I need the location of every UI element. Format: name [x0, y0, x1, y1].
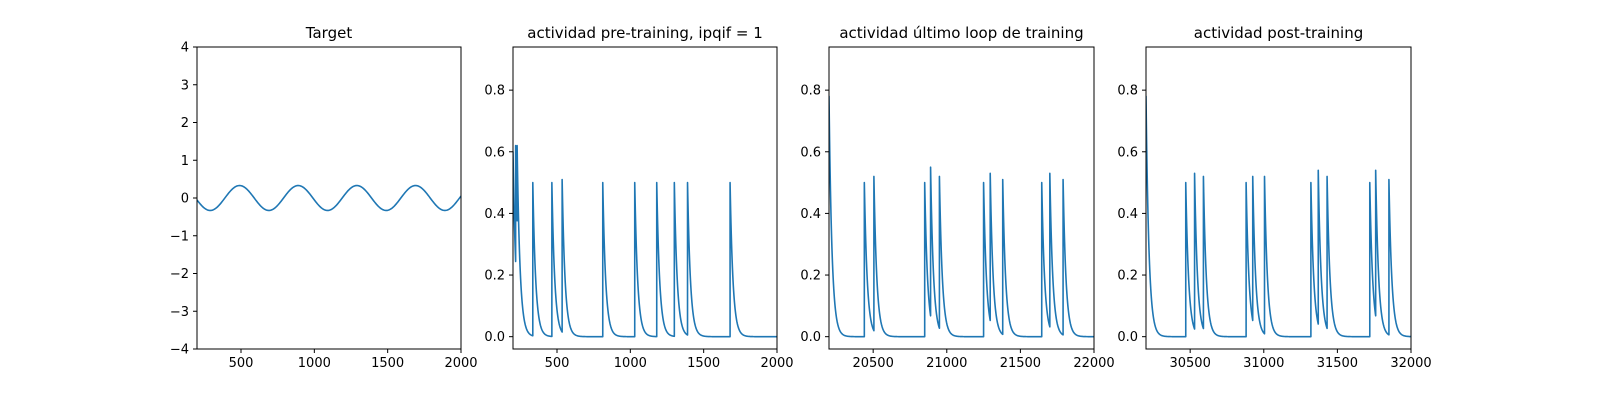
series-line-1: [513, 144, 777, 338]
y-tick-label: 0.4: [800, 207, 821, 222]
x-tick-label: 1000: [298, 356, 331, 371]
chart-title: actividad pre-training, ipqif = 1: [527, 24, 763, 42]
x-tick-label: 1000: [614, 356, 647, 371]
x-tick-label: 21000: [926, 356, 967, 371]
axes-frame: [196, 46, 462, 350]
chart-panel-2: actividad pre-training, ipqif = 1 500 1000…: [484, 24, 793, 371]
series-line-1: [1146, 95, 1411, 338]
y-tick-label: 0: [181, 192, 189, 207]
y-tick-label: 0.6: [1117, 145, 1138, 160]
y-tick-label: −3: [170, 305, 189, 320]
y-tick-label: −4: [170, 343, 189, 358]
x-tick-label: 31000: [1243, 356, 1284, 371]
chart-title: actividad último loop de training: [839, 24, 1083, 42]
chart-title: Target: [305, 24, 353, 42]
x-tick-label: 2000: [444, 356, 477, 371]
chart-panel-1: Target 500 1000 1500 2000 −4 −3 −2 −1 0 1 2 3 4: [170, 24, 478, 371]
y-tick-label: 3: [181, 78, 189, 93]
x-tick-label: 500: [545, 356, 570, 371]
y-tick-label: 0.6: [484, 145, 505, 160]
axes-frame: [828, 46, 1095, 350]
y-tick-label: 0.0: [1117, 330, 1138, 345]
x-tick-label: 31500: [1317, 356, 1358, 371]
series-line-1: [829, 95, 1094, 338]
x-tick-label: 500: [229, 356, 254, 371]
x-tick-label: 32000: [1390, 356, 1431, 371]
y-tick-label: 0.2: [800, 269, 821, 284]
y-tick-label: −1: [170, 229, 189, 244]
y-tick-label: −2: [170, 267, 189, 282]
y-tick-label: 0.8: [484, 84, 505, 99]
x-tick-label: 20500: [852, 356, 893, 371]
axes-frame: [512, 46, 778, 350]
series-line-1: [197, 184, 461, 212]
y-tick-label: 0.0: [800, 330, 821, 345]
chart-panel-3: actividad último loop de training 20500 21…: [800, 24, 1114, 371]
x-tick-label: 21500: [1000, 356, 1041, 371]
x-tick-label: 30500: [1169, 356, 1210, 371]
y-tick-label: 0.2: [484, 269, 505, 284]
axes-frame: [1145, 46, 1412, 350]
chart-panel-4: actividad post-training 30500 31000 31500 32…: [1117, 24, 1431, 371]
y-tick-label: 0.0: [484, 330, 505, 345]
y-tick-label: 0.8: [800, 84, 821, 99]
x-tick-label: 22000: [1073, 356, 1114, 371]
y-tick-label: 0.8: [1117, 84, 1138, 99]
y-tick-label: 4: [181, 41, 189, 56]
x-tick-label: 1500: [687, 356, 720, 371]
x-tick-label: 1500: [371, 356, 404, 371]
y-tick-label: 0.2: [1117, 269, 1138, 284]
x-tick-label: 2000: [760, 356, 793, 371]
y-tick-label: 0.4: [1117, 207, 1138, 222]
chart-title: actividad post-training: [1194, 24, 1363, 42]
y-tick-label: 2: [181, 116, 189, 131]
y-tick-label: 0.6: [800, 145, 821, 160]
y-tick-label: 0.4: [484, 207, 505, 222]
y-tick-label: 1: [181, 154, 189, 169]
